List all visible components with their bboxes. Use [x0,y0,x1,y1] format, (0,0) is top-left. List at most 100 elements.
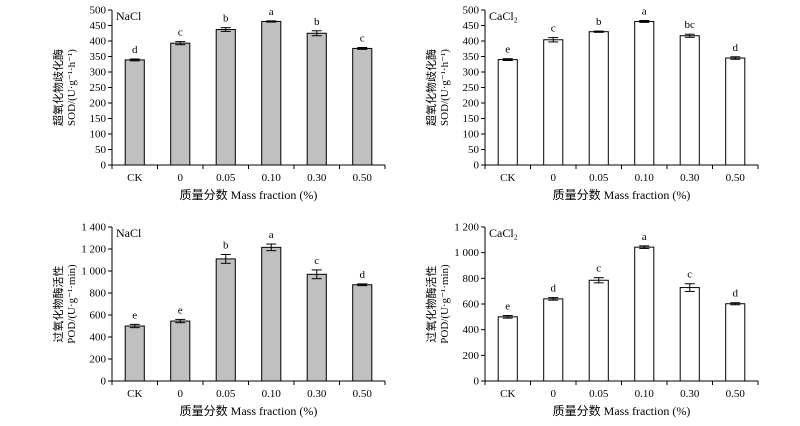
x-tick-label: 0.10 [262,388,282,400]
bar [497,59,518,166]
y-tick-label: 200 [90,354,107,366]
x-tick-label: 0.30 [680,388,700,400]
x-tick-label: 0.30 [307,172,327,184]
bar [352,284,373,382]
bar [543,298,564,382]
y-tick-label: 0 [101,160,107,172]
bar [679,35,700,166]
x-axis-title: 质量分数 Mass fraction (%) [553,403,691,418]
significance-label: c [596,263,601,275]
bar [588,31,609,166]
bar [170,42,191,166]
y-axis-title: SOD/(U·g⁻¹·h⁻¹) [439,49,451,126]
x-tick-label: CK [127,172,142,184]
significance-label: a [269,229,274,241]
significance-label: c [314,255,319,267]
panel-title: CaCl₂ [489,226,518,240]
significance-label: d [551,283,557,295]
significance-label: a [642,6,647,18]
y-tick-label: 1 200 [454,222,479,234]
chart-panel-4: 0 200 400 600 800 1 000 1 200 e CK d 0 c 0.05 a 0.10 c 0… [424,222,759,418]
significance-label: a [269,6,274,18]
bar [634,20,655,166]
significance-label: e [505,301,510,313]
bar [306,273,327,382]
y-tick-label: 200 [90,98,107,110]
significance-label: c [360,33,365,45]
chart-panel-1: 0 50 100 150 200 250 300 350 400 450 500 d CK c 0 b 0.05… [51,5,386,202]
x-tick-label: CK [500,172,515,184]
significance-label: c [687,269,692,281]
x-axis-title: 质量分数 Mass fraction (%) [553,187,691,202]
y-tick-label: 350 [463,51,480,63]
y-tick-label: 450 [463,20,480,32]
x-tick-label: 0.05 [216,172,236,184]
y-tick-label: 450 [90,20,107,32]
x-tick-label: 0.30 [307,388,327,400]
x-tick-label: 0.50 [353,172,373,184]
y-tick-label: 0 [474,376,480,388]
y-axis-title: 过氧化物酶活性 [51,266,65,343]
x-tick-label: 0 [551,172,557,184]
x-tick-label: 0.30 [680,172,700,184]
panel-title: NaCl [116,226,142,240]
y-tick-label: 500 [90,5,107,17]
y-tick-label: 200 [463,98,480,110]
y-tick-label: 200 [463,350,480,362]
y-tick-label: 800 [90,288,107,300]
y-tick-label: 400 [463,324,480,336]
panel-title: NaCl [116,9,142,23]
x-tick-label: 0.50 [353,388,373,400]
bar [679,287,700,382]
bar [352,47,373,166]
y-tick-label: 300 [90,67,107,79]
y-tick-label: 50 [468,144,480,156]
significance-label: c [551,23,556,35]
y-tick-label: 250 [463,82,480,94]
y-tick-label: 300 [463,67,480,79]
bar [215,258,236,382]
y-axis-title: 过氧化物酶活性 [424,266,438,343]
y-tick-label: 50 [95,144,107,156]
x-tick-label: CK [127,388,142,400]
y-axis-title: POD/(U·g⁻¹·min) [439,264,451,344]
significance-label: d [733,288,739,300]
y-tick-label: 150 [90,113,107,125]
significance-label: a [642,231,647,243]
y-tick-label: 250 [90,82,107,94]
bar [725,303,746,382]
y-tick-label: 400 [90,36,107,48]
y-tick-label: 1 000 [454,247,479,259]
significance-label: d [360,269,366,281]
bar [124,325,145,382]
significance-label: bc [685,19,696,31]
bar [215,29,236,166]
bar [588,279,609,382]
y-tick-label: 150 [463,113,480,125]
x-tick-label: 0.10 [635,388,655,400]
y-tick-label: 1 200 [81,244,106,256]
y-tick-label: 1 000 [81,266,106,278]
y-tick-label: 800 [463,273,480,285]
y-tick-label: 400 [463,36,480,48]
significance-label: b [314,16,320,28]
x-tick-label: 0.05 [589,388,609,400]
bar [261,20,282,166]
x-tick-label: 0.05 [589,172,609,184]
bar [497,316,518,382]
significance-label: b [223,240,229,252]
significance-label: c [178,27,183,39]
significance-label: d [132,44,138,56]
y-axis-title: POD/(U·g⁻¹·min) [66,264,78,344]
y-tick-label: 600 [90,310,107,322]
bar [170,320,191,382]
x-axis-title: 质量分数 Mass fraction (%) [180,403,318,418]
y-tick-label: 1 400 [81,222,106,234]
bar [124,59,145,166]
y-tick-label: 0 [474,160,480,172]
y-tick-label: 500 [463,5,480,17]
significance-label: b [223,13,229,25]
x-tick-label: 0 [178,172,184,184]
chart-panel-2: 0 50 100 150 200 250 300 350 400 450 500 e CK c 0 b 0.05… [424,5,759,202]
